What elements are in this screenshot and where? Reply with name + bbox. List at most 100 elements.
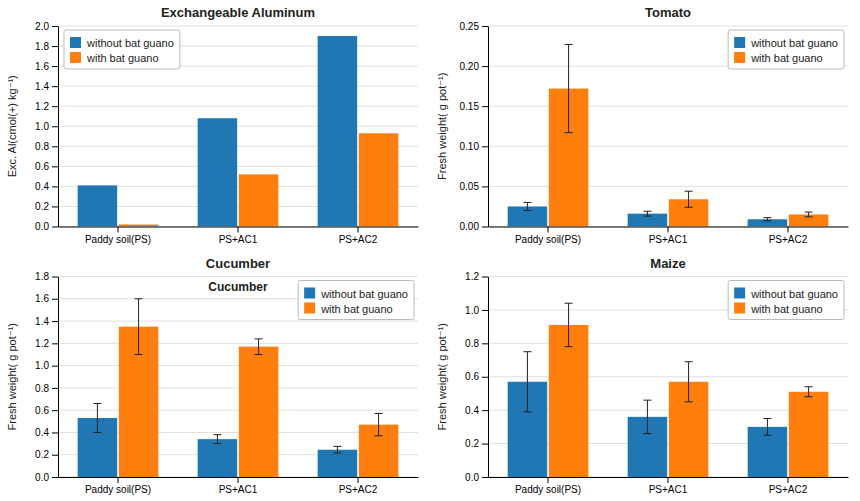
error-bar-cap <box>643 211 651 212</box>
grid-line <box>488 26 848 27</box>
legend-label: without bat guano <box>86 37 174 49</box>
y-tick-mark <box>52 477 58 478</box>
y-tick-mark <box>52 146 58 147</box>
y-tick-mark <box>52 186 58 187</box>
error-bar-stem <box>527 202 528 210</box>
y-tick: 0.6 <box>465 371 488 382</box>
y-tick: 0.0 <box>35 221 58 232</box>
grid-line <box>58 365 418 366</box>
grid-line <box>58 321 418 322</box>
y-tick-mark <box>52 366 58 367</box>
y-tick: 0.0 <box>465 472 488 483</box>
y-tick-label: 2.0 <box>35 21 49 32</box>
error-bar <box>763 419 771 436</box>
error-bar-cap <box>213 443 221 444</box>
y-axis-title: Fresh weight( g pot⁻¹) <box>6 323 18 430</box>
error-bar-cap <box>523 411 531 412</box>
y-tick: 0.15 <box>460 101 488 112</box>
grid <box>58 26 418 227</box>
y-axis-title: Exc. Al(cmol(+) kg⁻¹) <box>6 75 18 177</box>
error-bar-stem <box>647 211 648 216</box>
panel: 0.000.050.100.150.200.25Paddy soil(PS)PS… <box>436 5 849 245</box>
y-tick: 0.0 <box>35 472 58 483</box>
y-tick: 0.8 <box>35 141 58 152</box>
x-tick-mark <box>238 477 239 483</box>
x-tick-mark <box>238 227 239 233</box>
y-tick-label: 1.0 <box>35 360 49 371</box>
y-tick: 0.10 <box>460 141 488 152</box>
y-tick-mark <box>52 126 58 127</box>
error-bar-cap <box>255 354 263 355</box>
y-tick-mark <box>482 310 488 311</box>
y-tick: 1.2 <box>35 101 58 112</box>
grid-line <box>58 26 418 27</box>
x-axis: Paddy soil(PS)PS+AC1PS+AC2 <box>59 227 419 245</box>
x-tick-label: Paddy soil(PS) <box>85 484 151 495</box>
error-bar-cap <box>643 433 651 434</box>
error-bar-cap <box>643 216 651 217</box>
x-axis: Paddy soil(PS)PS+AC1PS+AC2 <box>59 477 419 495</box>
x-tick-label: PS+AC2 <box>339 234 378 245</box>
y-tick: 1.0 <box>35 121 58 132</box>
legend-swatch <box>734 37 745 48</box>
y-axis-title: Fresh weight( g pot⁻¹) <box>436 73 448 180</box>
y-tick-mark <box>482 106 488 107</box>
x-tick-mark <box>788 227 789 233</box>
x-tick: PS+AC2 <box>769 477 808 495</box>
error-bar-cap <box>763 418 771 419</box>
x-tick: Paddy soil(PS) <box>85 227 151 245</box>
bar <box>78 185 118 226</box>
y-tick-label: 1.0 <box>465 305 479 316</box>
grid-line <box>488 146 848 147</box>
error-bar-stem <box>378 414 379 436</box>
panel: 0.00.20.40.60.81.01.2Paddy soil(PS)PS+AC… <box>436 256 849 496</box>
bar <box>239 347 279 477</box>
y-tick-label: 0.8 <box>35 141 49 152</box>
error-bar <box>805 212 813 217</box>
y-tick: 0.8 <box>465 338 488 349</box>
y-tick: 1.4 <box>35 81 58 92</box>
error-bar-stem <box>217 435 218 444</box>
y-tick-mark <box>52 66 58 67</box>
y-tick-mark <box>52 206 58 207</box>
grid-line <box>58 343 418 344</box>
y-axis-title: Fresh weight( g pot⁻¹) <box>436 323 448 430</box>
y-tick: 0.6 <box>35 161 58 172</box>
error-bar-cap <box>375 435 383 436</box>
error-bar-cap <box>565 44 573 45</box>
y-tick-mark <box>52 106 58 107</box>
grid <box>488 277 848 478</box>
y-tick-label: 1.2 <box>465 271 479 282</box>
error-bar <box>763 218 771 221</box>
y-tick: 0.4 <box>465 405 488 416</box>
y-tick-mark <box>482 26 488 27</box>
y-tick-mark <box>482 66 488 67</box>
y-tick: 1.6 <box>35 61 58 72</box>
grid-line <box>58 86 418 87</box>
y-tick: 1.8 <box>35 271 58 282</box>
bar-series <box>119 133 399 226</box>
error-bar-cap <box>805 396 813 397</box>
x-tick-mark <box>118 227 119 233</box>
y-tick: 0.00 <box>460 221 488 232</box>
error-bar-stem <box>808 212 809 217</box>
x-tick: PS+AC1 <box>219 477 258 495</box>
grid-line <box>488 276 848 277</box>
x-tick-label: Paddy soil(PS) <box>515 484 581 495</box>
bar <box>318 450 358 477</box>
bar-series <box>119 299 399 477</box>
error-bar-cap <box>93 403 101 404</box>
x-tick-label: PS+AC2 <box>769 484 808 495</box>
y-axis: 0.00.20.40.60.81.01.2 <box>465 271 488 483</box>
x-tick-mark <box>668 477 669 483</box>
y-tick: 1.2 <box>465 271 488 282</box>
legend-swatch <box>304 303 315 314</box>
y-tick-mark <box>482 186 488 187</box>
y-axis: 0.00.20.40.60.81.01.21.41.61.82.0 <box>35 21 58 233</box>
bar <box>549 325 589 477</box>
error-bar <box>565 303 573 346</box>
error-bar-cap <box>333 446 341 447</box>
error-bar <box>565 44 573 132</box>
legend: without bat guanowith bat guano <box>298 281 414 320</box>
x-tick: Paddy soil(PS) <box>85 477 151 495</box>
